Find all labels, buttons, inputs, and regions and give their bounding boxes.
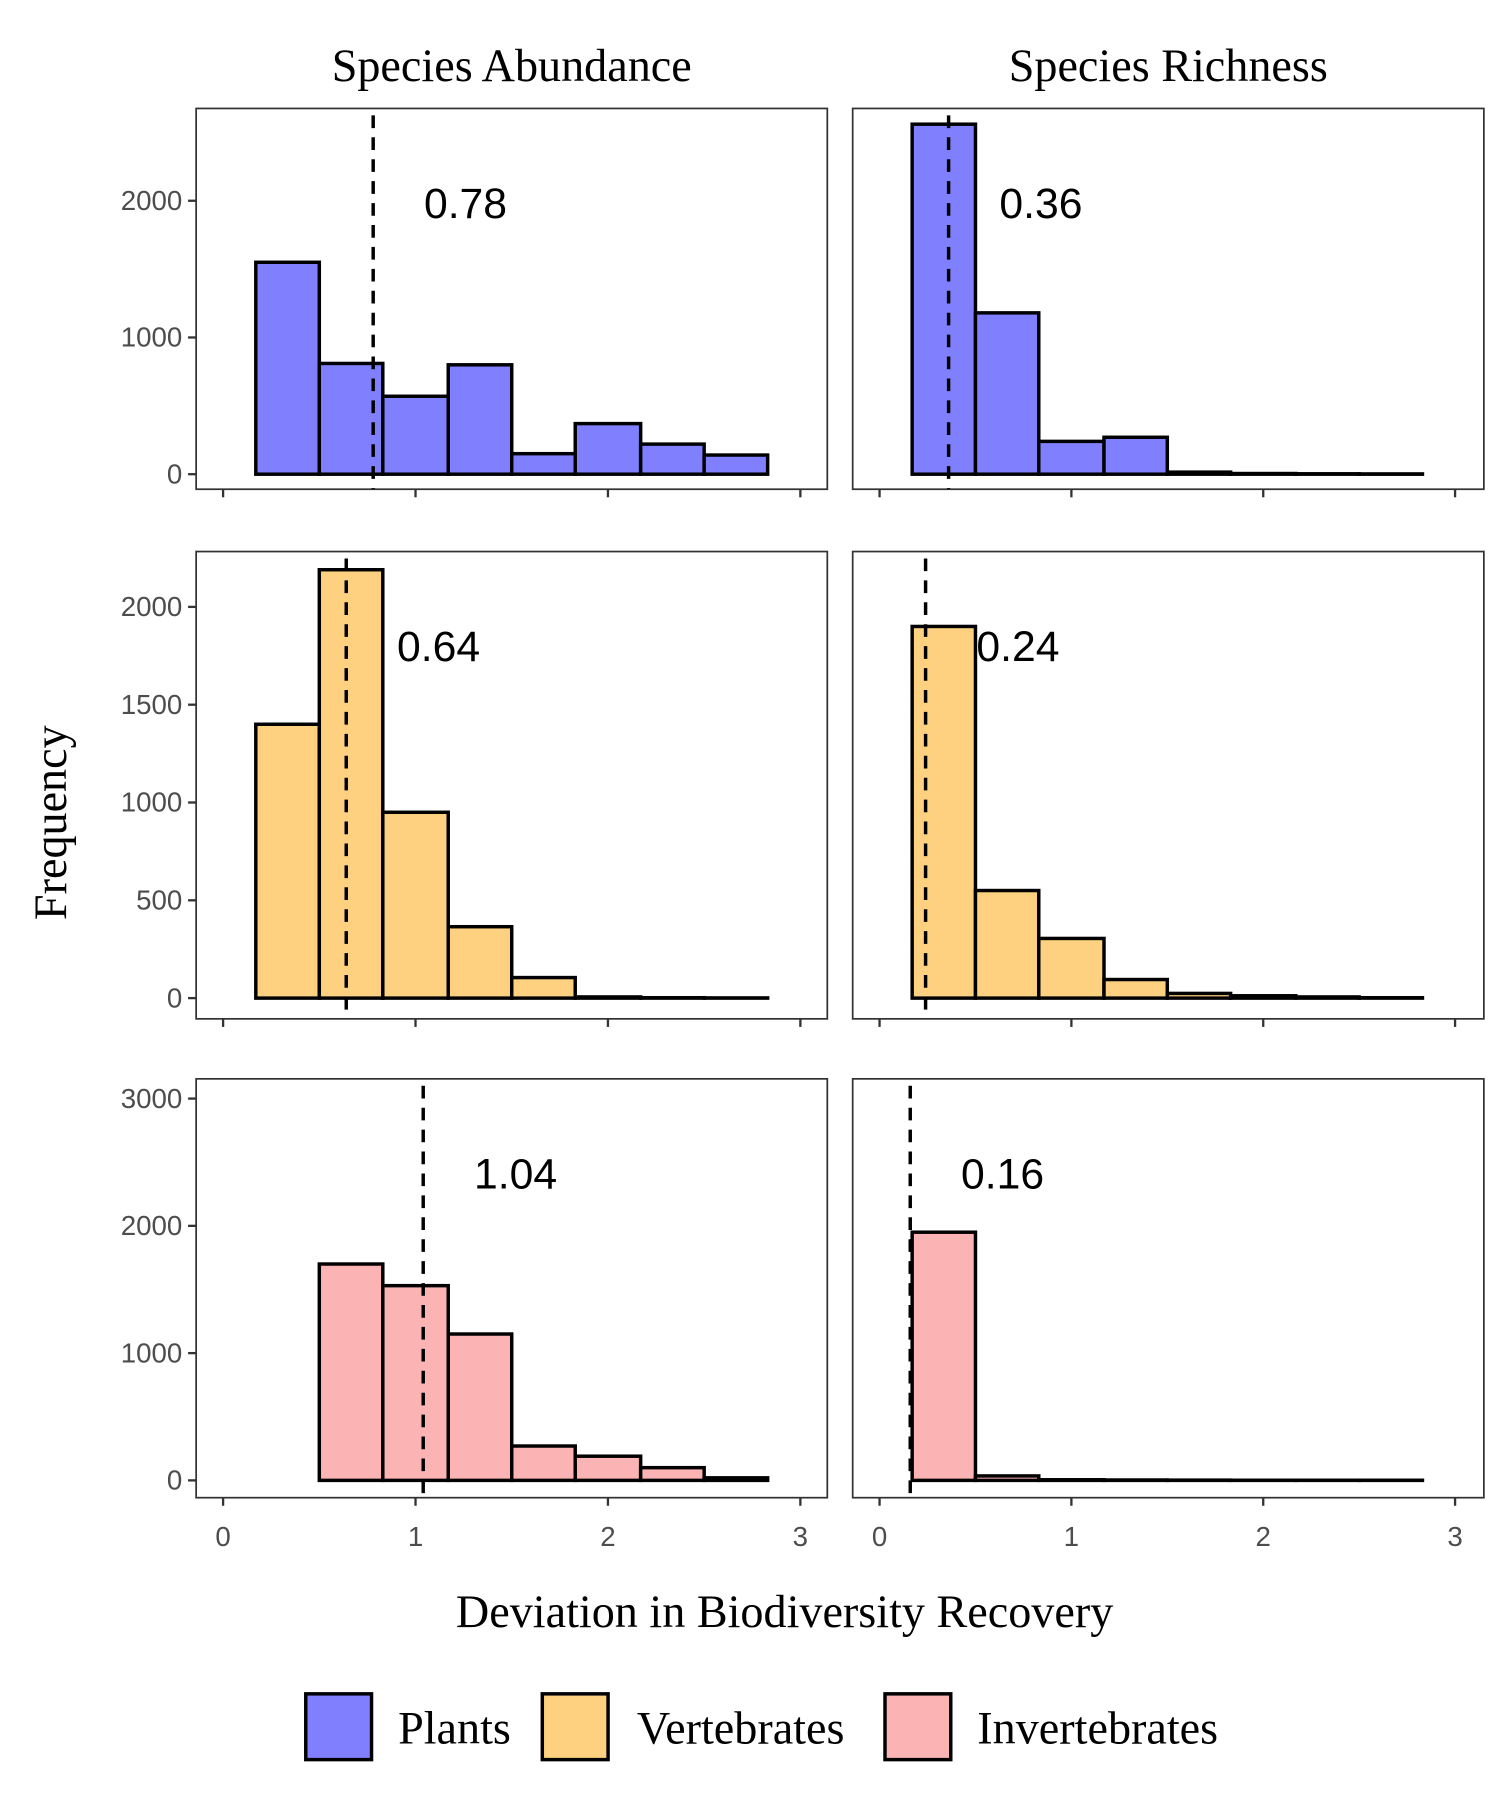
histogram-bar [1037,936,1106,1000]
panel-border [195,1077,829,1499]
x-tick-label: 0 [215,1521,230,1552]
histogram-bar [1165,991,1233,1000]
legend-label: Plants [398,1702,511,1753]
y-tick-label: 3000 [121,1083,183,1114]
y-axis-label: Frequency [25,725,76,920]
y-tick-label: 1500 [121,689,183,720]
histogram-bar [910,122,978,476]
y-tick-label: 500 [136,885,182,916]
y-tick-label: 2000 [121,1210,183,1241]
histogram-bar [446,924,514,1000]
y-tick-label: 2000 [121,591,183,622]
x-tick-label: 3 [793,1521,808,1552]
y-tick-label: 0 [167,458,182,489]
panel-border [851,107,1485,491]
histogram-bar [973,1474,1041,1483]
histogram-bar [381,810,450,1000]
y-tick-label: 1000 [121,787,183,818]
histogram-bar [1102,435,1170,476]
histogram-bar [573,995,643,1000]
legend-swatch [883,1692,953,1762]
panel-title: Species Abundance [332,40,692,91]
y-tick-label: 0 [167,1465,182,1496]
legend-label: Vertebrates [637,1702,845,1753]
y-tick-label: 2000 [121,185,183,216]
x-tick-label: 1 [408,1521,423,1552]
histogram-bar [509,451,577,476]
histogram-bar [573,421,643,476]
histogram-bar [1228,471,1298,476]
mean-label: 0.78 [424,180,507,228]
panel-border [195,550,829,1020]
histogram-bar [1102,977,1170,1000]
legend-label: Invertebrates [977,1702,1218,1753]
histogram-bar [1165,470,1233,476]
x-tick-label: 2 [1256,1521,1271,1552]
x-tick-label: 3 [1447,1521,1462,1552]
x-tick-label: 1 [1064,1521,1079,1552]
histogram-bar [254,260,322,476]
y-tick-label: 1000 [121,322,183,353]
y-tick-label: 0 [167,982,182,1013]
histogram-bar [509,975,577,1000]
panel-border [195,107,829,491]
x-axis-label: Deviation in Biodiversity Recovery [456,1586,1113,1637]
histogram-bar [446,1332,514,1483]
histogram-bar [910,624,978,1000]
histogram-bar [638,442,706,476]
histogram-bar [1037,1478,1106,1483]
histogram-bar [910,1230,978,1483]
histogram-bar [973,311,1041,476]
panel-title: Species Richness [1009,40,1328,91]
mean-label: 0.36 [999,180,1082,228]
histogram-bar [1037,439,1106,476]
histogram-bar [381,1283,450,1483]
histogram-bar [702,453,770,476]
histogram-bar [1294,995,1361,1000]
y-tick-label: 1000 [121,1337,183,1368]
x-tick-label: 2 [600,1521,615,1552]
histogram-bar [317,1262,385,1483]
histogram-bar [446,363,514,476]
legend-swatch [540,1692,610,1762]
histogram-bar [381,394,450,476]
histogram-bar [509,1444,577,1483]
x-tick-label: 0 [872,1521,887,1552]
histogram-bar [317,567,385,1000]
mean-label: 0.24 [976,623,1059,671]
mean-label: 0.16 [961,1150,1044,1198]
panel-border [851,1077,1485,1499]
histogram-bar [1228,994,1298,1000]
histogram-bar [254,722,322,1000]
histogram-bar [573,1454,643,1483]
histogram-bar [973,888,1041,1000]
legend-swatch [304,1692,374,1762]
panel-border [851,550,1485,1020]
mean-label: 0.64 [397,623,480,671]
mean-label: 1.04 [474,1150,557,1198]
histogram-bar [638,1465,706,1483]
histogram-bar [702,1476,770,1483]
